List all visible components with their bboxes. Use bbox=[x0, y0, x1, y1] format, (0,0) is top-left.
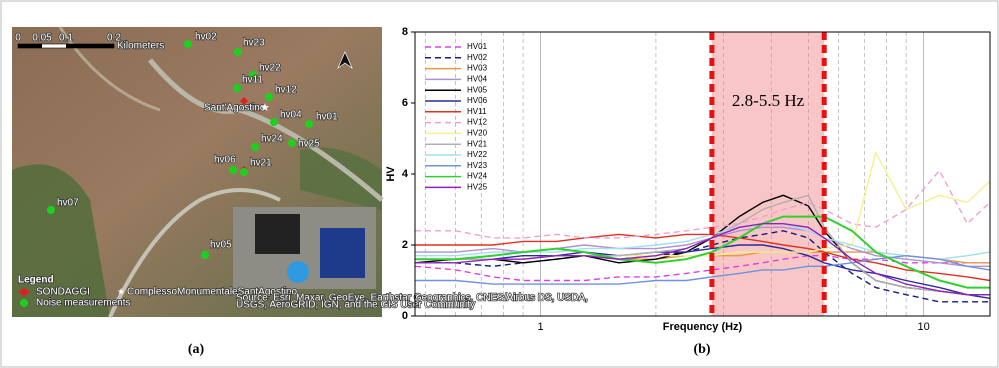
noise-point bbox=[184, 40, 192, 48]
point-label: hv06 bbox=[214, 155, 236, 166]
legend-label: HV05 bbox=[467, 85, 488, 94]
legend-label: HV06 bbox=[467, 96, 488, 105]
vegetation bbox=[300, 147, 382, 210]
hv-chart: 1 10 0 2 4 6 8 2.8-5.5 Hz Frequency (Hz) HV HV01 HV… bbox=[385, 26, 991, 333]
scale-label: 0.1 bbox=[59, 33, 73, 44]
instrument-case bbox=[255, 214, 300, 254]
legend-label: Noise measurements bbox=[36, 298, 130, 309]
hv-curve bbox=[415, 223, 990, 296]
legend-label: HV01 bbox=[467, 42, 488, 51]
point-label: hv07 bbox=[57, 198, 79, 209]
attribution: USGS, AeroGRID, IGN, and the GIS User Co… bbox=[236, 300, 475, 311]
x-tick-label: 10 bbox=[918, 321, 930, 333]
y-axis-label: HV bbox=[385, 166, 397, 182]
x-axis-label: Frequency (Hz) bbox=[663, 321, 743, 333]
point-label: hv12 bbox=[275, 85, 297, 96]
hv-curve bbox=[415, 169, 991, 239]
y-tick-label: 2 bbox=[402, 239, 408, 251]
borehole-marker bbox=[240, 97, 248, 105]
scale-label: 0.2 bbox=[107, 33, 121, 44]
point-label: hv21 bbox=[250, 158, 272, 169]
point-label: hv24 bbox=[261, 134, 283, 145]
point-label: hv25 bbox=[298, 139, 320, 150]
legend-label: HV21 bbox=[467, 139, 488, 148]
y-tick-label: 6 bbox=[402, 97, 408, 109]
point-label: hv01 bbox=[316, 112, 338, 123]
legend-label: SONDAGGI bbox=[36, 287, 90, 298]
panel-caption: (b) bbox=[693, 342, 710, 357]
y-tick-label: 4 bbox=[402, 168, 409, 180]
legend-marker: ★ bbox=[117, 286, 125, 296]
scale-label: 0.05 bbox=[32, 33, 52, 44]
place-label: Sant'Agostino bbox=[204, 103, 266, 114]
road bbox=[58, 26, 161, 112]
legend-label: HV23 bbox=[467, 161, 488, 170]
point-label: hv05 bbox=[210, 240, 232, 251]
hv-curve bbox=[415, 230, 990, 303]
point-label: hv04 bbox=[280, 110, 302, 121]
hv-curve bbox=[415, 254, 991, 285]
noise-point bbox=[249, 71, 257, 79]
noise-point bbox=[251, 143, 259, 151]
x-tick-label: 1 bbox=[538, 321, 544, 333]
legend-label: HV22 bbox=[467, 150, 488, 159]
attribution: Source: Esri, Maxar, GeoEye, Earthstar G… bbox=[236, 293, 588, 304]
noise-point bbox=[233, 84, 241, 92]
legend-label: HV25 bbox=[467, 183, 488, 192]
y-tick-label: 8 bbox=[402, 26, 408, 38]
noise-point bbox=[240, 168, 248, 176]
annotation: 2.8-5.5 Hz bbox=[732, 91, 805, 110]
point-label: hv22 bbox=[259, 63, 281, 74]
legend-label: HV24 bbox=[467, 172, 488, 181]
point-label: hv23 bbox=[243, 38, 265, 49]
legend-label: ComplessoMonumentaleSantAgostino bbox=[127, 287, 298, 298]
vegetation bbox=[12, 164, 110, 317]
scale-unit: Kilometers bbox=[117, 41, 164, 52]
y-tick-label: 0 bbox=[402, 310, 408, 322]
north-arrow bbox=[337, 51, 353, 70]
noise-point bbox=[201, 251, 209, 259]
hv-curve bbox=[415, 244, 991, 299]
noise-point bbox=[270, 118, 278, 126]
noise-point bbox=[265, 93, 273, 101]
crate bbox=[320, 228, 365, 278]
noise-point bbox=[234, 48, 242, 56]
point-label: hv11 bbox=[242, 75, 263, 86]
legend-label: HV20 bbox=[467, 129, 488, 138]
noise-point bbox=[47, 206, 55, 214]
bucket bbox=[287, 261, 309, 283]
legend-marker bbox=[20, 299, 28, 307]
hv-curve bbox=[415, 215, 990, 289]
legend-marker bbox=[18, 288, 30, 296]
road bbox=[148, 58, 384, 202]
point-label: hv02 bbox=[195, 32, 217, 43]
scale-bar bbox=[66, 44, 114, 48]
frequency-band bbox=[711, 32, 825, 316]
monument-star: ★ bbox=[260, 102, 270, 114]
scale-bar bbox=[18, 44, 42, 48]
legend-label: HV02 bbox=[467, 53, 488, 62]
scale-label: 0 bbox=[15, 33, 21, 44]
legend-title: Legend bbox=[18, 275, 54, 286]
noise-point bbox=[288, 139, 296, 147]
legend-label: HV12 bbox=[467, 118, 488, 127]
panel-caption: (a) bbox=[188, 342, 205, 357]
legend-label: HV03 bbox=[467, 64, 488, 73]
map-panel: Kilometers Sant'Agostino ★ Legend SONDAG… bbox=[12, 26, 589, 318]
road bbox=[108, 188, 281, 318]
plot-frame bbox=[414, 31, 991, 317]
noise-point bbox=[305, 120, 313, 128]
legend-label: HV04 bbox=[467, 75, 488, 84]
legend-label: HV11 bbox=[467, 107, 487, 116]
noise-point bbox=[229, 166, 237, 174]
